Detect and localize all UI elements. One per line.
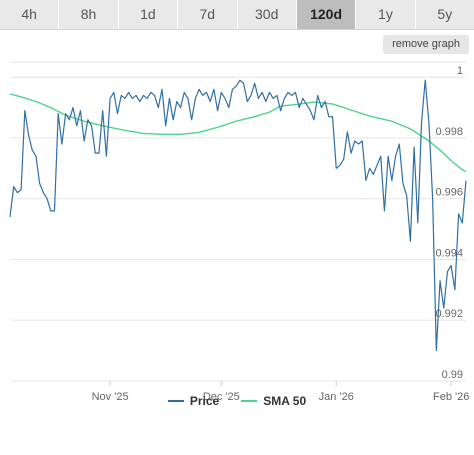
tab-7d[interactable]: 7d <box>178 0 238 29</box>
y-tick-label: 0.998 <box>435 126 463 138</box>
tab-4h[interactable]: 4h <box>0 0 60 29</box>
tab-5y[interactable]: 5y <box>437 6 453 22</box>
timeframe-tabs: 4h 8h 1d 7d 30d 120d 1y 5y <box>0 0 474 30</box>
series-line-sma <box>9 93 467 173</box>
y-tick-label: 0.992 <box>435 308 463 320</box>
chart-legend: Price SMA 50 <box>0 392 474 410</box>
chart-grid <box>10 61 466 386</box>
legend-item-sma[interactable]: SMA 50 <box>241 394 306 408</box>
legend-swatch-sma <box>241 400 258 402</box>
tab-1d[interactable]: 1d <box>119 0 179 29</box>
legend-label-price: Price <box>189 394 220 408</box>
remove-graph-button[interactable]: remove graph <box>383 35 469 54</box>
legend-item-price[interactable]: Price <box>167 394 220 408</box>
y-tick-label: 0.99 <box>442 369 463 381</box>
x-tick-label: Jan '26 <box>319 391 354 403</box>
series-line-price <box>9 79 467 352</box>
tab-8h[interactable]: 8h <box>59 0 119 29</box>
tab-120d[interactable]: 120d <box>296 0 357 29</box>
x-tick-label: Nov '25 <box>92 391 129 403</box>
tab-30d[interactable]: 30d <box>238 0 297 29</box>
x-tick-label: Dec '25 <box>203 391 240 403</box>
y-tick-label: 0.996 <box>435 187 463 199</box>
y-tick-label: 1 <box>457 65 463 77</box>
x-tick-label: Feb '26 <box>433 391 469 403</box>
chart-series <box>9 79 467 352</box>
tab-1y[interactable]: 1y <box>356 0 416 29</box>
chart-ticks: 1 0.998 0.996 0.994 0.992 0.99 Nov '25 Dec '25 J… <box>92 65 470 403</box>
legend-label-sma: SMA 50 <box>263 394 307 408</box>
legend-swatch-price <box>167 400 184 402</box>
y-tick-label: 0.994 <box>435 247 463 259</box>
